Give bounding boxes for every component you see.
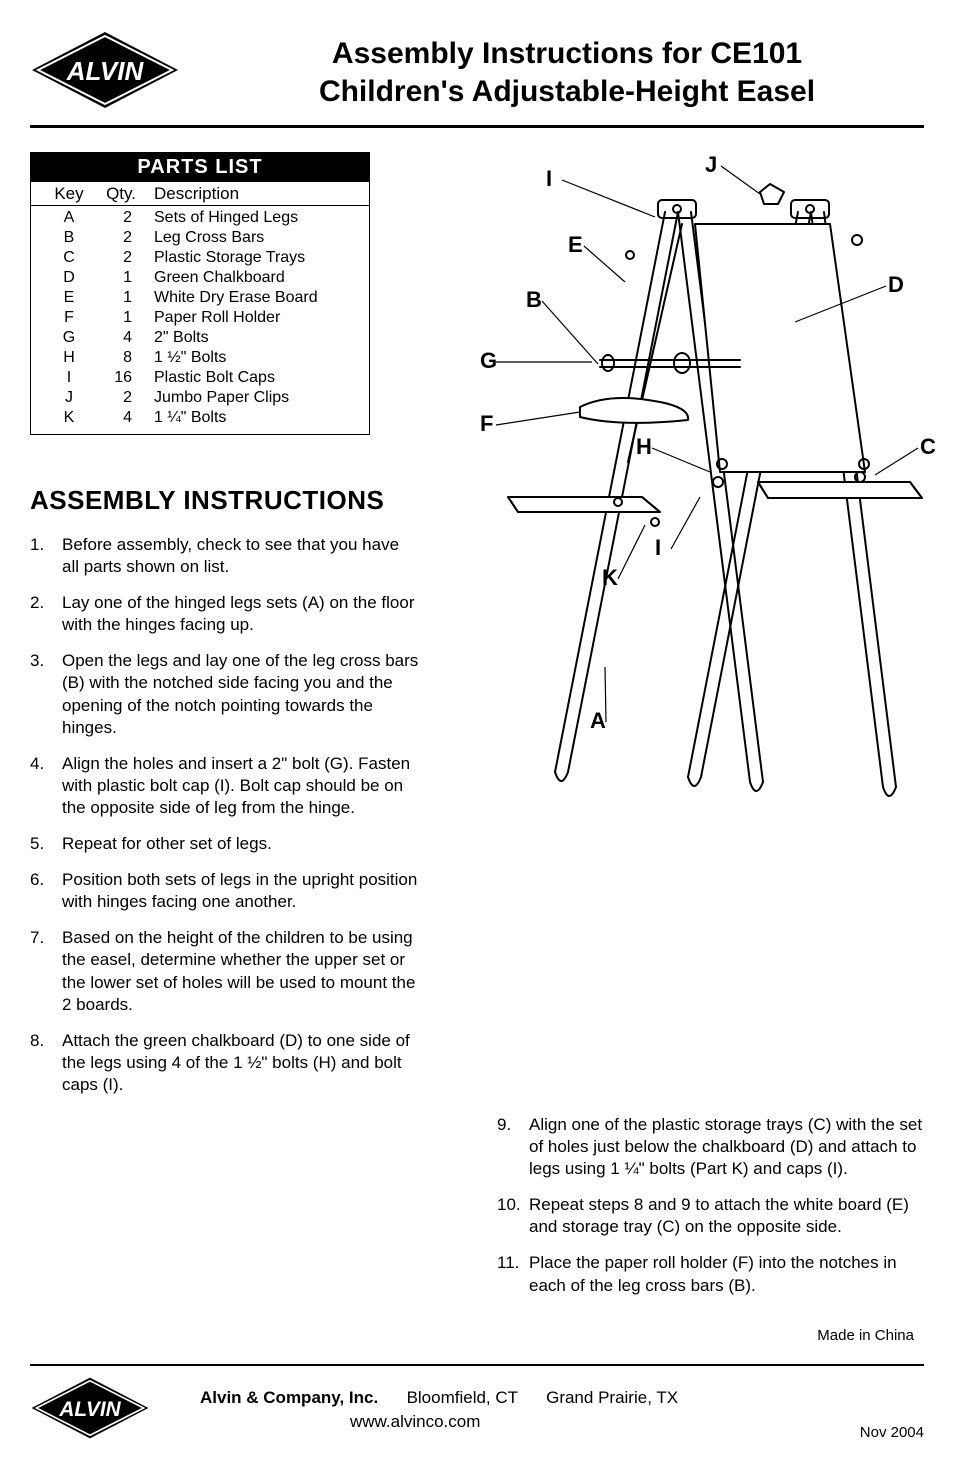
parts-qty: 2 [99,208,154,228]
title-line-2: Children's Adjustable-Height Easel [319,75,815,108]
parts-qty: 8 [99,348,154,368]
instruction-step: Based on the height of the children to b… [30,927,420,1015]
parts-row: B2Leg Cross Bars [39,228,361,248]
parts-row: K41 ¼" Bolts [39,408,361,428]
parts-key: B [39,228,99,248]
logo-text: ALVIN [66,56,145,86]
instruction-step: Lay one of the hinged legs sets (A) on t… [30,592,420,636]
instruction-step: Place the paper roll holder (F) into the… [497,1252,924,1296]
parts-desc: Sets of Hinged Legs [154,208,361,228]
parts-key: D [39,268,99,288]
parts-desc: Jumbo Paper Clips [154,388,361,408]
footer-loc2: Grand Prairie, TX [546,1388,678,1407]
diagram-label: G [480,348,497,374]
parts-row: F1Paper Roll Holder [39,308,361,328]
diagram-label: B [526,287,542,313]
footer: ALVIN Alvin & Company, Inc. Bloomfield, … [30,1376,924,1445]
assembly-heading: ASSEMBLY INSTRUCTIONS [30,485,420,516]
col-key: Key [39,184,99,204]
parts-key: K [39,408,99,428]
parts-key: E [39,288,99,308]
parts-list-table: PARTS LIST Key Qty. Description A2Sets o… [30,152,370,435]
svg-text:ALVIN: ALVIN [58,1398,121,1421]
parts-qty: 4 [99,328,154,348]
parts-qty: 1 [99,308,154,328]
easel-diagram-svg [460,152,940,812]
page-title: Assembly Instructions for CE101 Children… [210,35,924,110]
instructions-list-left: Before assembly, check to see that you h… [30,534,420,1096]
parts-desc: Leg Cross Bars [154,228,361,248]
diagram-label: H [636,434,652,460]
footer-date: Nov 2004 [860,1424,924,1445]
parts-key: F [39,308,99,328]
diagram-label: K [602,565,618,591]
parts-row: G42" Bolts [39,328,361,348]
parts-row: H81 ½" Bolts [39,348,361,368]
diagram-label: D [888,272,904,298]
diagram-label: I [655,535,661,561]
parts-desc: 2" Bolts [154,328,361,348]
instruction-step: Align one of the plastic storage trays (… [497,1114,924,1180]
logo: ALVIN [30,30,180,115]
parts-desc: Plastic Bolt Caps [154,368,361,388]
header-divider [30,125,924,128]
easel-diagram: J I E D B G F H C I K A [460,152,940,812]
header: ALVIN Assembly Instructions for CE101 Ch… [30,30,924,115]
footer-divider [30,1364,924,1366]
instruction-step: Repeat for other set of legs. [30,833,420,855]
parts-desc: Paper Roll Holder [154,308,361,328]
col-desc: Description [154,184,361,204]
footer-logo: ALVIN [30,1376,150,1445]
instruction-step: Repeat steps 8 and 9 to attach the white… [497,1194,924,1238]
parts-row: E1White Dry Erase Board [39,288,361,308]
parts-desc: 1 ¼" Bolts [154,408,361,428]
instruction-step: Open the legs and lay one of the leg cro… [30,650,420,738]
parts-qty: 2 [99,388,154,408]
parts-desc: Green Chalkboard [154,268,361,288]
parts-list-title: PARTS LIST [31,153,369,182]
parts-qty: 1 [99,288,154,308]
parts-row: C2Plastic Storage Trays [39,248,361,268]
footer-text: Alvin & Company, Inc. Bloomfield, CT Gra… [180,1386,830,1434]
diagram-label: E [568,232,583,258]
parts-desc: White Dry Erase Board [154,288,361,308]
parts-row: I16Plastic Bolt Caps [39,368,361,388]
parts-desc: Plastic Storage Trays [154,248,361,268]
parts-row: A2Sets of Hinged Legs [39,208,361,228]
instruction-step: Attach the green chalkboard (D) to one s… [30,1030,420,1096]
col-qty: Qty. [99,184,154,204]
parts-row: J2Jumbo Paper Clips [39,388,361,408]
diagram-label: F [480,411,493,437]
parts-qty: 4 [99,408,154,428]
parts-key: A [39,208,99,228]
parts-row: D1Green Chalkboard [39,268,361,288]
parts-desc: 1 ½" Bolts [154,348,361,368]
instructions-list-right: Align one of the plastic storage trays (… [497,1114,924,1297]
parts-key: H [39,348,99,368]
alvin-logo-small-icon: ALVIN [30,1376,150,1440]
parts-key: G [39,328,99,348]
title-line-1: Assembly Instructions for CE101 [332,37,802,70]
parts-qty: 2 [99,248,154,268]
alvin-logo-icon: ALVIN [30,30,180,110]
instruction-step: Before assembly, check to see that you h… [30,534,420,578]
diagram-label: C [920,434,936,460]
instruction-step: Position both sets of legs in the uprigh… [30,869,420,913]
parts-qty: 16 [99,368,154,388]
diagram-label: A [590,708,606,734]
diagram-label: I [546,166,552,192]
parts-list-header: Key Qty. Description [31,182,369,206]
footer-loc1: Bloomfield, CT [407,1388,518,1407]
made-in-label: Made in China [497,1327,924,1344]
parts-qty: 2 [99,228,154,248]
diagram-label: J [705,152,717,178]
footer-url: www.alvinco.com [350,1410,830,1434]
parts-key: C [39,248,99,268]
parts-qty: 1 [99,268,154,288]
instruction-step: Align the holes and insert a 2" bolt (G)… [30,753,420,819]
parts-key: J [39,388,99,408]
parts-key: I [39,368,99,388]
footer-company: Alvin & Company, Inc. [200,1388,378,1407]
